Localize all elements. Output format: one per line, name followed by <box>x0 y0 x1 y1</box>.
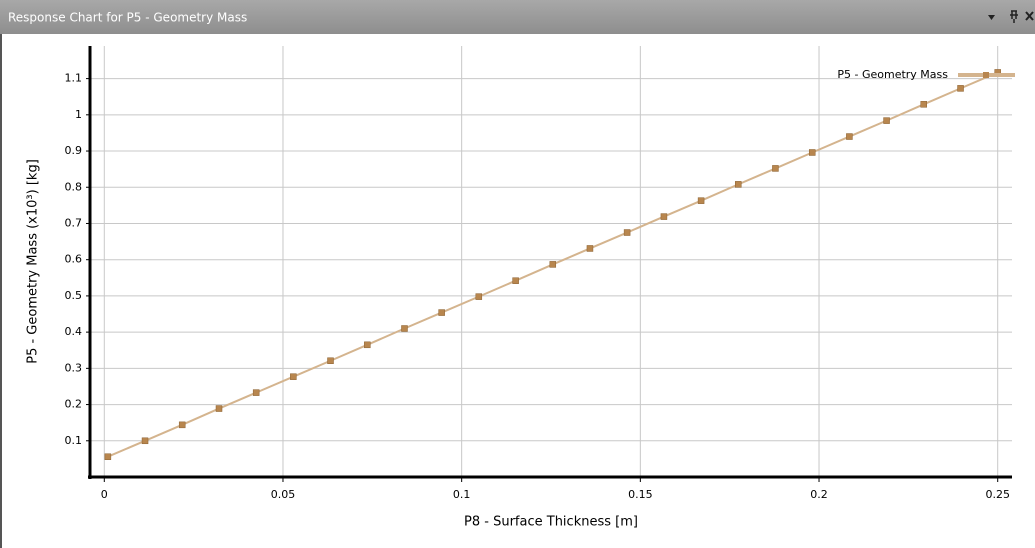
y-tick-label: 0.3 <box>65 361 83 374</box>
close-button[interactable] <box>1025 11 1034 21</box>
data-point <box>623 229 631 236</box>
data-point <box>141 437 149 445</box>
x-tick-label: 0.25 <box>985 488 1010 501</box>
data-point <box>327 357 334 364</box>
data-point <box>586 245 594 252</box>
data-point <box>697 197 705 204</box>
y-tick-label: 0.7 <box>65 216 83 229</box>
y-tick-label: 0.6 <box>65 253 83 266</box>
data-point <box>883 117 890 124</box>
data-point <box>104 453 112 460</box>
panel-border <box>0 34 2 548</box>
data-point <box>512 277 519 284</box>
data-point <box>808 149 816 156</box>
y-axis-label: P5 - Geometry Mass (x10³) [kg] <box>26 159 41 364</box>
data-point <box>252 389 260 396</box>
x-tick-label: 0.15 <box>628 488 653 501</box>
y-tick-label: 1.1 <box>65 72 83 85</box>
x-tick-label: 0.1 <box>453 488 471 501</box>
legend-label: P5 - Geometry Mass <box>837 68 948 81</box>
data-point <box>215 405 223 412</box>
legend-marker <box>983 72 989 78</box>
data-point <box>401 325 408 332</box>
data-point <box>660 213 668 220</box>
data-point <box>290 373 297 380</box>
data-point <box>438 309 445 316</box>
x-tick-label: 0.05 <box>271 488 296 501</box>
y-tick-label: 0.4 <box>65 325 83 338</box>
panel-title: Response Chart for P5 - Geometry Mass <box>8 11 247 25</box>
y-tick-label: 0.8 <box>65 180 83 193</box>
data-point <box>475 293 483 300</box>
data-point <box>846 133 853 140</box>
dropdown-button[interactable] <box>988 15 995 20</box>
data-point <box>920 101 927 108</box>
y-tick-label: 0.2 <box>65 398 83 411</box>
data-point <box>178 421 186 429</box>
x-tick-label: 0 <box>101 488 108 501</box>
x-tick-label: 0.2 <box>810 488 828 501</box>
data-point <box>957 85 964 92</box>
data-point <box>772 165 779 172</box>
title-bar <box>0 0 1035 34</box>
pin-button[interactable] <box>1010 10 1018 23</box>
y-tick-label: 1 <box>75 108 82 121</box>
data-point <box>735 181 742 188</box>
y-tick-label: 0.5 <box>65 289 83 302</box>
data-point <box>549 261 557 268</box>
plot-area: 0.1 0.2 0.3 0.4 0.5 0.6 0.7 0.8 0.9 1 1.1 0 0.05 0.1 0… <box>26 46 1015 530</box>
y-tick-label: 0.9 <box>65 144 83 157</box>
y-tick-label: 0.1 <box>65 434 83 447</box>
data-point <box>364 341 371 349</box>
x-axis-label: P8 - Surface Thickness [m] <box>464 515 638 530</box>
